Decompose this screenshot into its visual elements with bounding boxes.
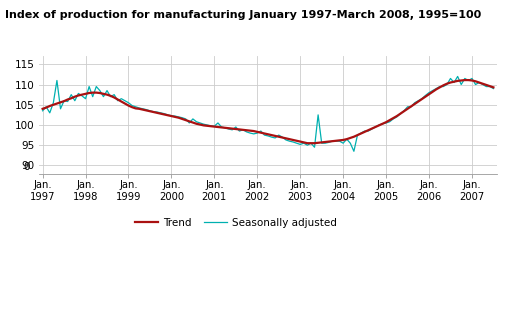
Seasonally adjusted [351, 149, 357, 153]
Seasonally adjusted [326, 140, 332, 144]
Legend: Trend, Seasonally adjusted: Trend, Seasonally adjusted [131, 214, 341, 232]
Trend [304, 141, 310, 145]
Trend [39, 107, 46, 111]
Trend [311, 141, 317, 145]
Seasonally adjusted [301, 141, 307, 145]
Text: Index of production for manufacturing January 1997-March 2008, 1995=100: Index of production for manufacturing Ja… [5, 10, 481, 20]
Line: Trend: Trend [42, 80, 494, 143]
Trend [329, 139, 335, 143]
Seasonally adjusted [308, 141, 314, 145]
Trend [490, 86, 497, 89]
Trend [301, 140, 307, 144]
Trend [422, 95, 429, 99]
Seasonally adjusted [490, 87, 497, 90]
Trend [462, 78, 468, 82]
Trend [61, 99, 67, 103]
Seasonally adjusted [455, 74, 461, 78]
Seasonally adjusted [61, 99, 67, 103]
Line: Seasonally adjusted: Seasonally adjusted [42, 76, 494, 151]
Seasonally adjusted [465, 79, 472, 82]
Trend [465, 78, 472, 82]
Seasonally adjusted [422, 94, 429, 97]
Text: 0: 0 [24, 162, 30, 172]
Seasonally adjusted [39, 109, 46, 113]
